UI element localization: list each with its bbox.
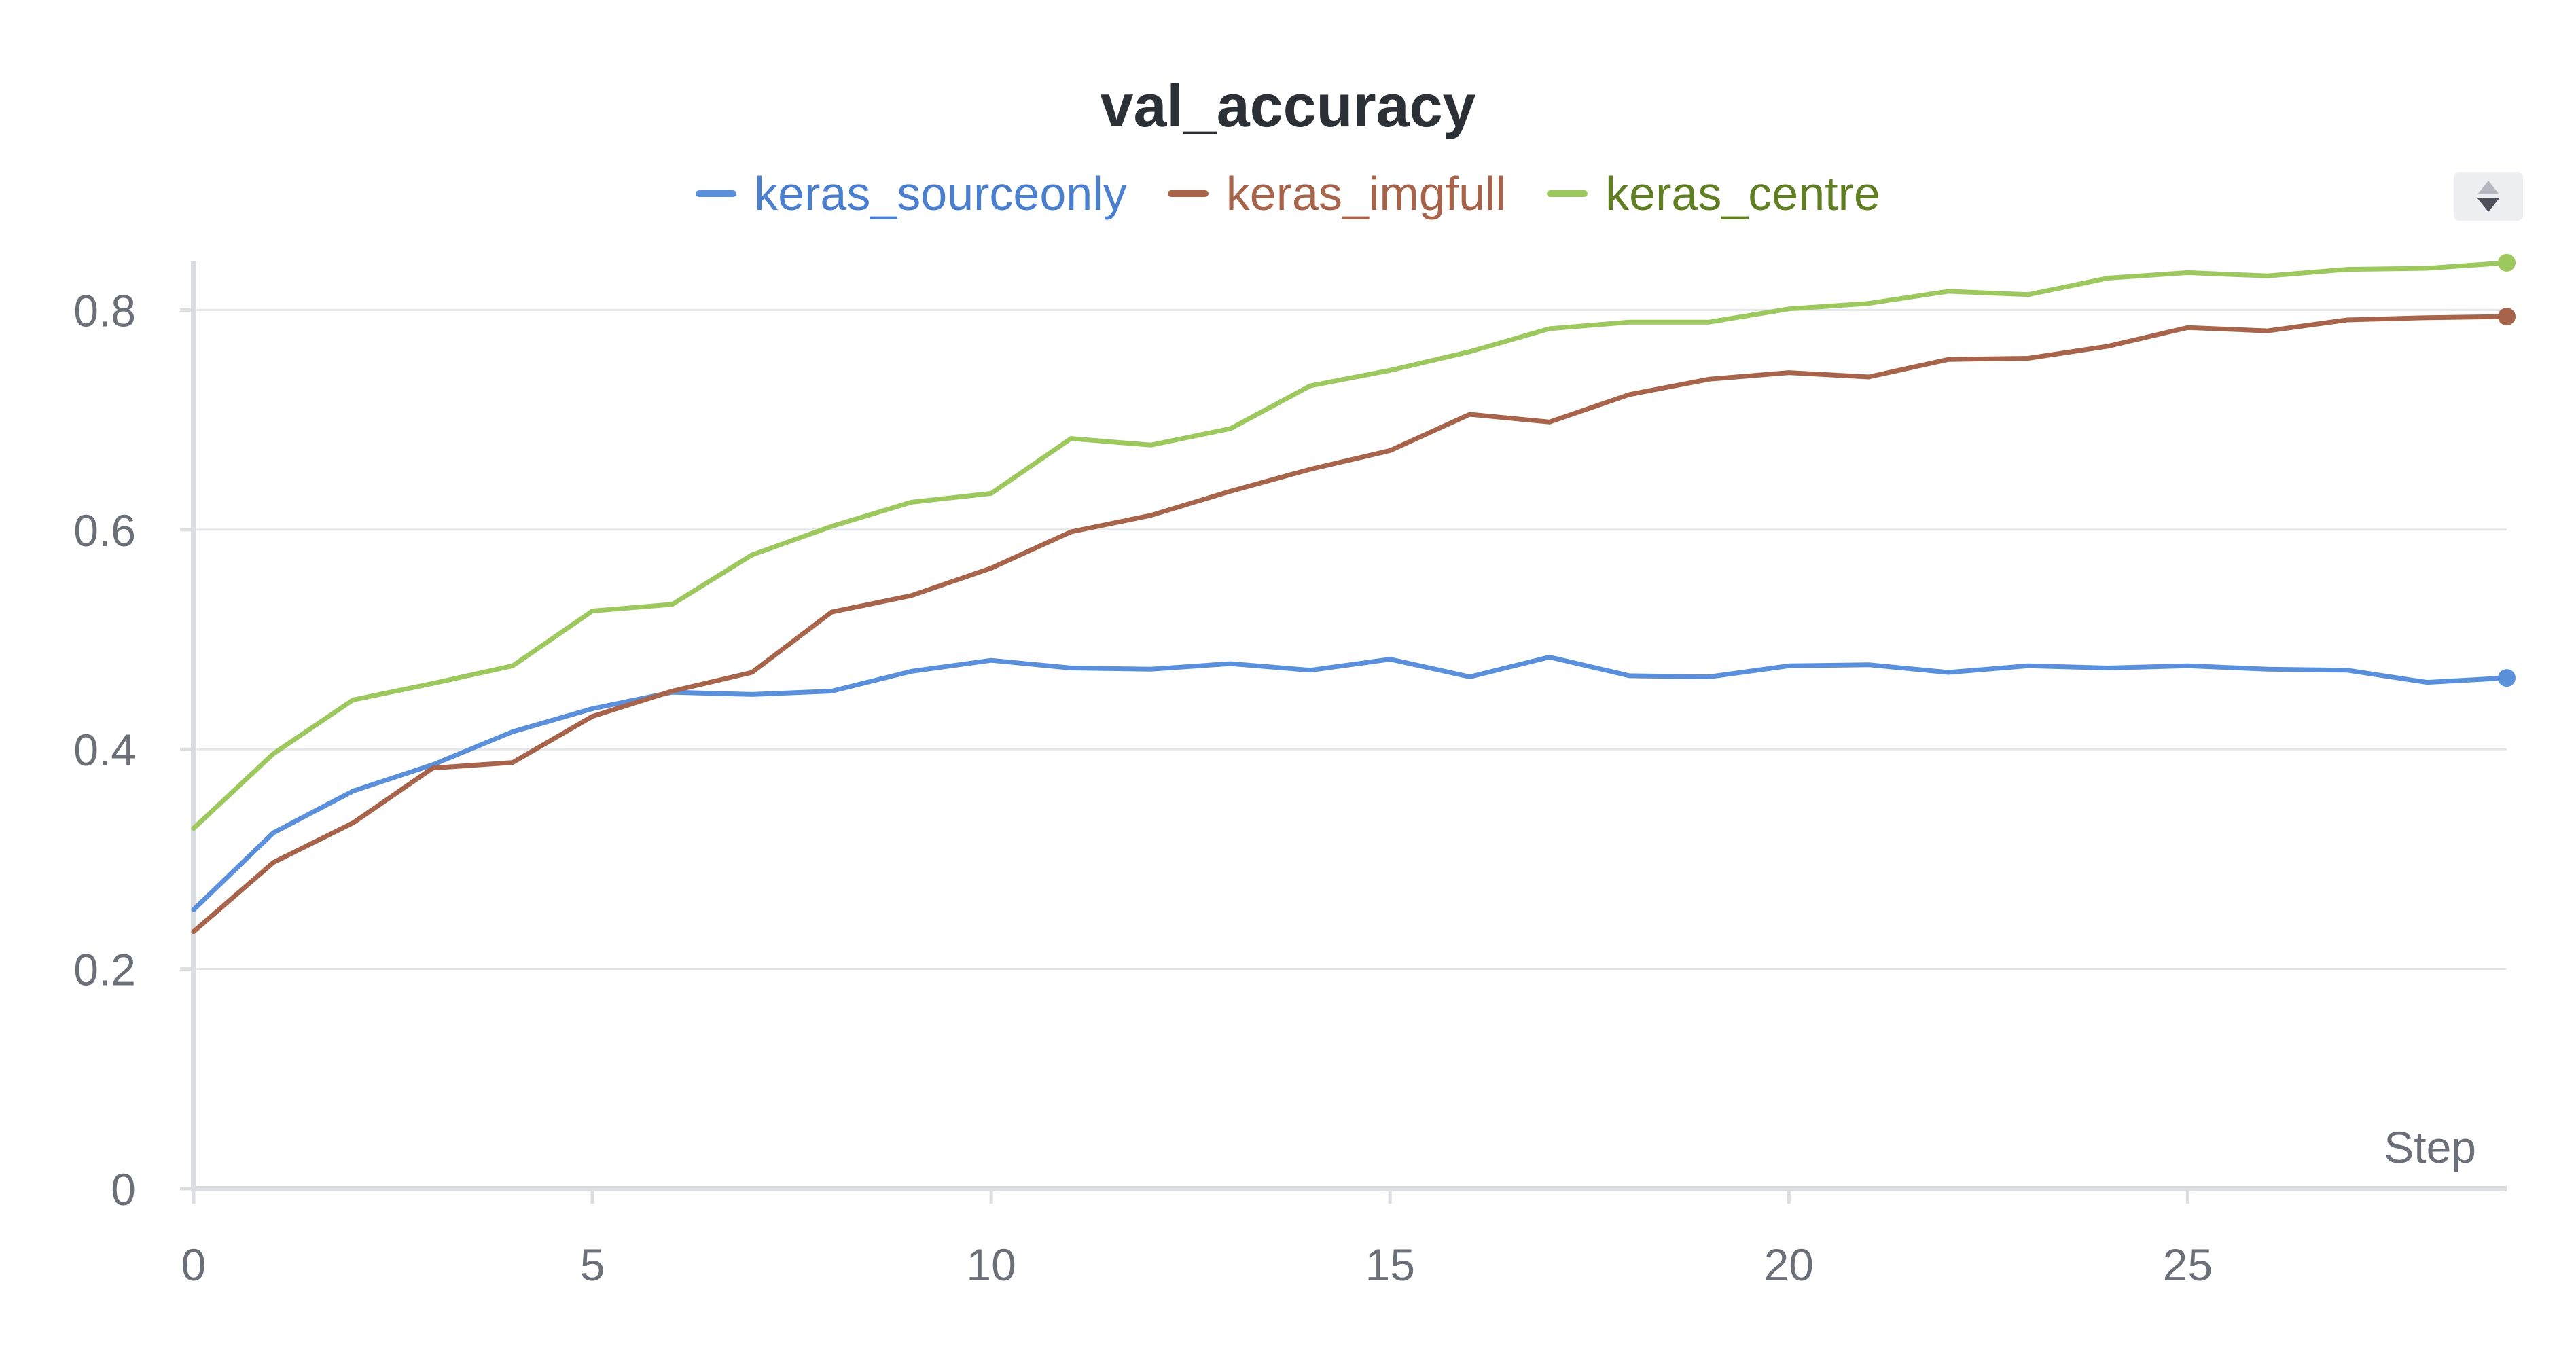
legend-item-keras-imgfull[interactable]: keras_imgfull: [1167, 166, 1507, 221]
x-tick-label: 15: [1365, 1240, 1414, 1290]
sort-down-icon: [2477, 198, 2499, 212]
x-tick-label: 20: [1764, 1240, 1814, 1290]
y-tick-label: 0.4: [73, 725, 136, 775]
legend-swatch-keras-sourceonly: [696, 190, 737, 197]
sort-up-icon: [2477, 181, 2499, 194]
series-endpoint-keras-sourceonly: [2498, 669, 2516, 687]
series-line-keras-imgfull[interactable]: [191, 314, 2509, 935]
grid-lines: [194, 308, 2507, 971]
legend-label-keras-imgfull: keras_imgfull: [1226, 167, 1507, 220]
series-lines: [191, 260, 2509, 935]
legend-swatch-keras-centre: [1547, 190, 1588, 197]
axes: [191, 261, 2507, 1191]
x-tick-label: 10: [966, 1240, 1016, 1290]
x-axis-title: Step: [2384, 1122, 2476, 1172]
series-line-keras-sourceonly[interactable]: [191, 654, 2509, 912]
series-endpoint-keras-centre: [2498, 253, 2516, 272]
x-tick-label: 0: [181, 1240, 207, 1290]
y-tick-label: 0.8: [73, 285, 136, 336]
y-tick-label: 0.6: [73, 505, 136, 556]
legend-item-keras-sourceonly[interactable]: keras_sourceonly: [696, 166, 1127, 221]
legend-sort-button[interactable]: [2454, 172, 2523, 221]
y-tick-label: 0.2: [73, 945, 136, 995]
series-endpoint-keras-imgfull: [2498, 308, 2516, 326]
legend-swatch-keras-imgfull: [1167, 190, 1209, 197]
series-endpoints: [2498, 253, 2516, 687]
y-tick-label: 0: [111, 1164, 136, 1214]
x-tick-label: 25: [2163, 1240, 2213, 1290]
x-axis-ticks: 0 5 10 15 20 25: [181, 1189, 2213, 1290]
legend-item-keras-centre[interactable]: keras_centre: [1547, 166, 1880, 221]
x-tick-label: 5: [580, 1240, 605, 1290]
legend-label-keras-sourceonly: keras_sourceonly: [754, 167, 1127, 220]
chart-title: val_accuracy: [1100, 72, 1476, 139]
y-axis-ticks: 0 0.2 0.4 0.6 0.8: [73, 285, 194, 1214]
legend-label-keras-centre: keras_centre: [1605, 167, 1880, 220]
legend: keras_sourceonly keras_imgfull keras_cen…: [0, 166, 2576, 221]
series-line-keras-centre[interactable]: [191, 260, 2509, 831]
